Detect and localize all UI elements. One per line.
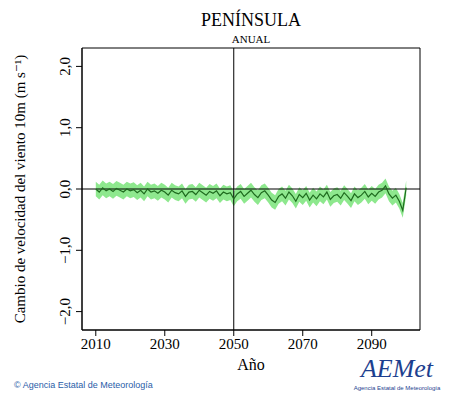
svg-text:Año: Año	[237, 356, 265, 373]
svg-text:−2,0: −2,0	[57, 298, 73, 325]
svg-text:2070: 2070	[288, 336, 318, 352]
html-text:© Agencia Estatal de Meteorolo: © Agencia Estatal de Meteorología	[14, 380, 153, 390]
svg-text:2,0: 2,0	[57, 57, 73, 76]
svg-text:−1,0: −1,0	[57, 237, 73, 264]
svg-text:1,0: 1,0	[57, 118, 73, 137]
html-text:AEMet: AEMet	[360, 354, 434, 383]
svg-text:Cambio de velocidad del viento: Cambio de velocidad del viento 10m (m s⁻…	[12, 55, 29, 324]
svg-text:2030: 2030	[150, 336, 180, 352]
html-text:Agencia Estatal de Meteorologí: Agencia Estatal de Meteorología	[353, 385, 441, 391]
svg-text:0,0: 0,0	[57, 180, 73, 199]
svg-text:2010: 2010	[81, 336, 111, 352]
html-text:PENÍNSULA: PENÍNSULA	[201, 10, 301, 30]
svg-text:2050: 2050	[219, 336, 249, 352]
svg-text:2090: 2090	[357, 336, 387, 352]
html-text:ANUAL: ANUAL	[231, 33, 271, 45]
